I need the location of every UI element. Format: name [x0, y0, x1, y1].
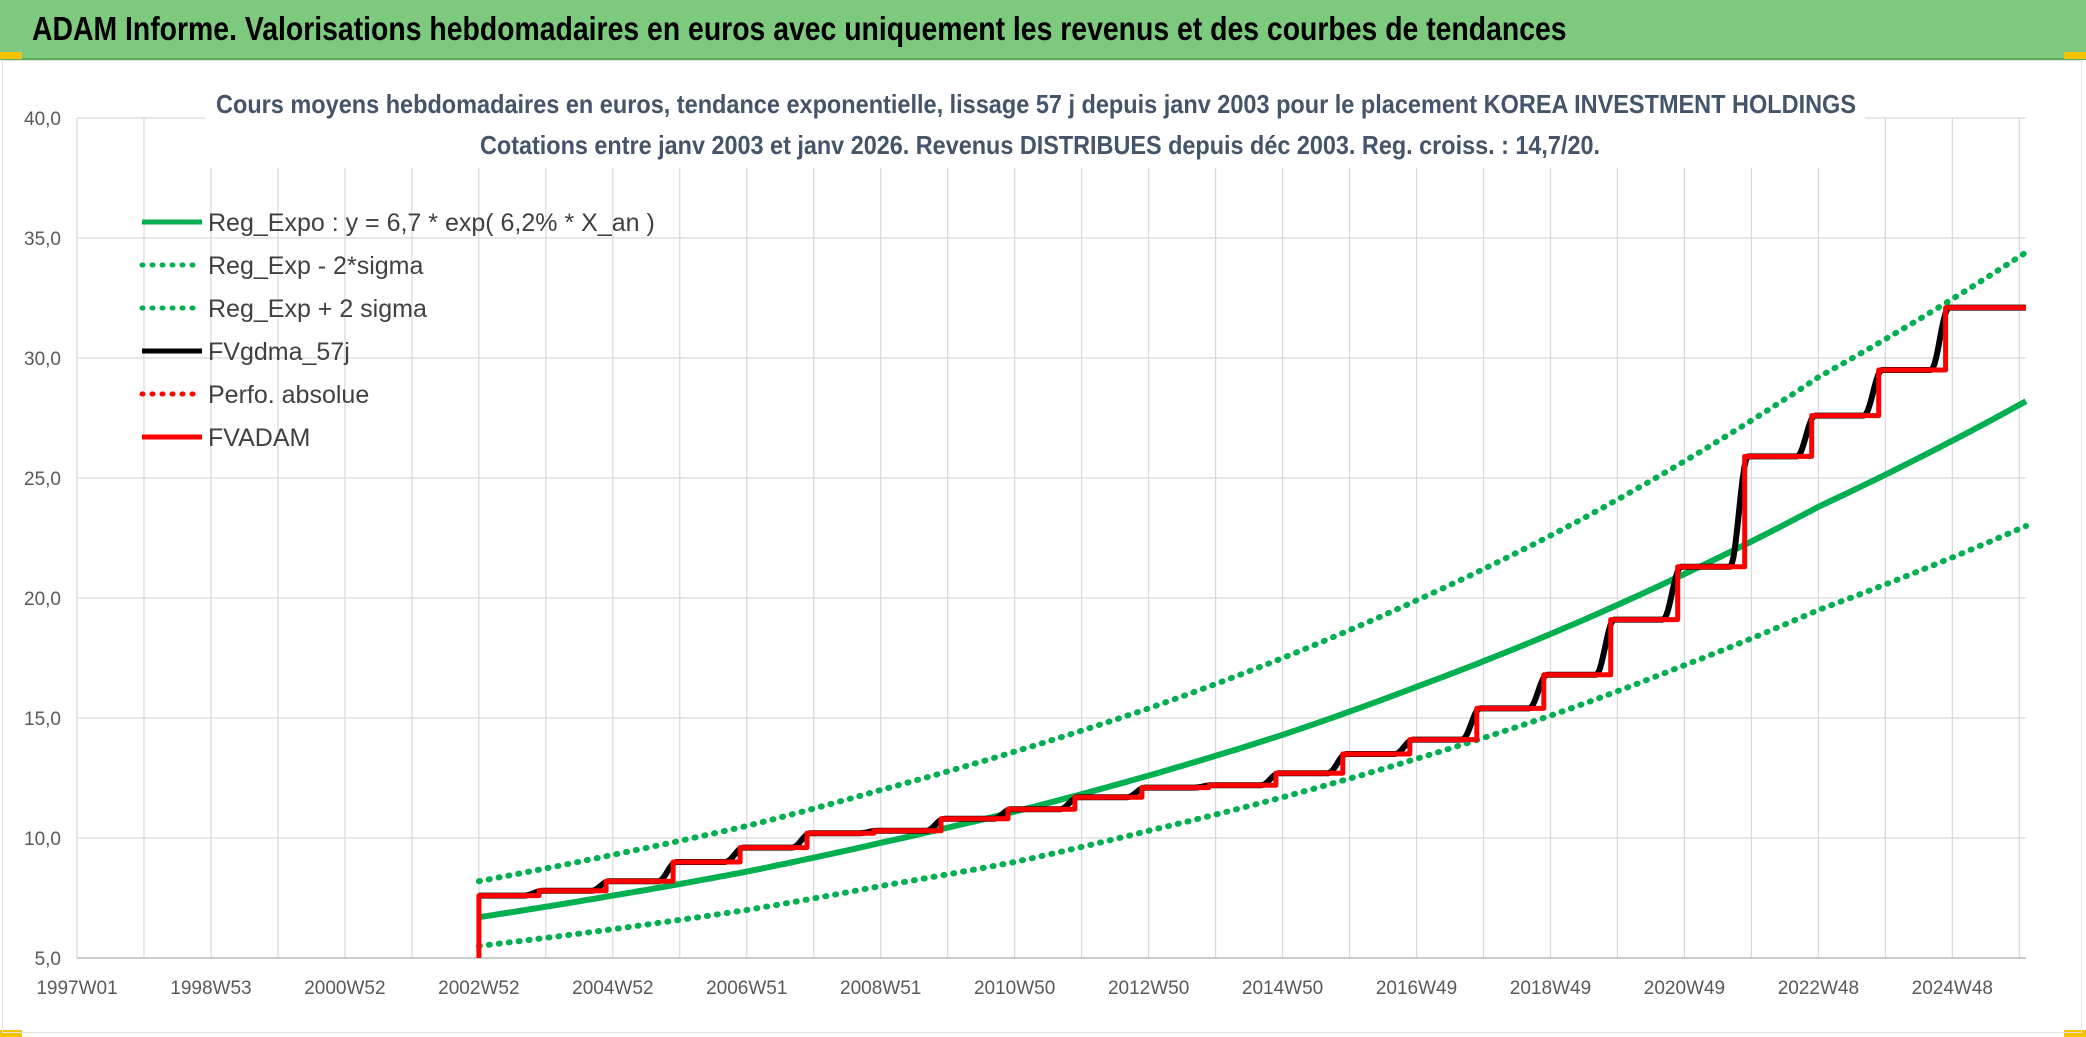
x-axis-tick-labels: 1997W01 1998W53 2000W52 2002W52 2004W52 2006W…: [36, 978, 1993, 999]
x-tick-label: 2016W49: [1376, 978, 1457, 999]
corner-mark: [0, 1030, 22, 1037]
x-tick-label: 2024W48: [1912, 978, 1993, 999]
legend-label: Perfo. absolue: [208, 381, 369, 409]
legend: Reg_Expo : y = 6,7 * exp( 6,2% * X_an ) R…: [139, 209, 655, 452]
legend-label: Reg_Exp - 2*sigma: [208, 252, 423, 280]
x-tick-label: 1997W01: [36, 978, 117, 999]
y-tick-label: 10,0: [24, 829, 61, 850]
legend-label: FVADAM: [208, 424, 310, 452]
corner-mark: [0, 52, 22, 59]
x-tick-label: 2008W51: [840, 978, 921, 999]
y-tick-label: 20,0: [24, 589, 61, 610]
y-tick-label: 35,0: [24, 229, 61, 250]
x-tick-label: 1998W53: [170, 978, 251, 999]
x-tick-label: 2018W49: [1510, 978, 1591, 999]
x-tick-label: 2000W52: [304, 978, 385, 999]
x-tick-label: 2014W50: [1242, 978, 1323, 999]
regression-curve: [478, 398, 2028, 921]
y-tick-label: 15,0: [24, 709, 61, 730]
legend-label: Reg_Exp + 2 sigma: [208, 295, 427, 323]
legend-label: Reg_Expo : y = 6,7 * exp( 6,2% * X_an ): [208, 209, 655, 237]
chart-title-line-2: Cotations entre janv 2003 et janv 2026. …: [480, 130, 1600, 160]
y-tick-label: 40,0: [24, 109, 61, 130]
x-tick-label: 2012W50: [1108, 978, 1189, 999]
x-tick-label: 2002W52: [438, 978, 519, 999]
chart-title-line-1: Cours moyens hebdomadaires en euros, ten…: [216, 89, 1856, 119]
x-tick-label: 2022W48: [1778, 978, 1859, 999]
report-banner: ADAM Informe. Valorisations hebdomadaire…: [0, 0, 2086, 60]
report-title: ADAM Informe. Valorisations hebdomadaire…: [32, 10, 1567, 47]
fvadam-line: [476, 305, 2026, 958]
legend-label: FVgdma_57j: [208, 338, 350, 366]
title-background: [205, 92, 1865, 168]
y-tick-label: 5,0: [35, 949, 61, 970]
sigma-band-curve: [475, 249, 2029, 885]
series-lines: [475, 249, 2029, 958]
x-tick-label: 2020W49: [1644, 978, 1725, 999]
y-tick-label: 30,0: [24, 349, 61, 370]
y-axis-tick-labels: 5,0 10,0 15,0 20,0 25,0 30,0 35,0 40,0: [24, 109, 61, 970]
chart-frame: [2, 60, 2082, 1033]
x-tick-label: 2010W50: [974, 978, 1055, 999]
sigma-band-curve: [475, 523, 2029, 949]
x-tick-label: 2006W51: [706, 978, 787, 999]
corner-mark: [2064, 1030, 2086, 1037]
y-tick-label: 25,0: [24, 469, 61, 490]
corner-mark: [2064, 52, 2086, 59]
x-tick-label: 2004W52: [572, 978, 653, 999]
